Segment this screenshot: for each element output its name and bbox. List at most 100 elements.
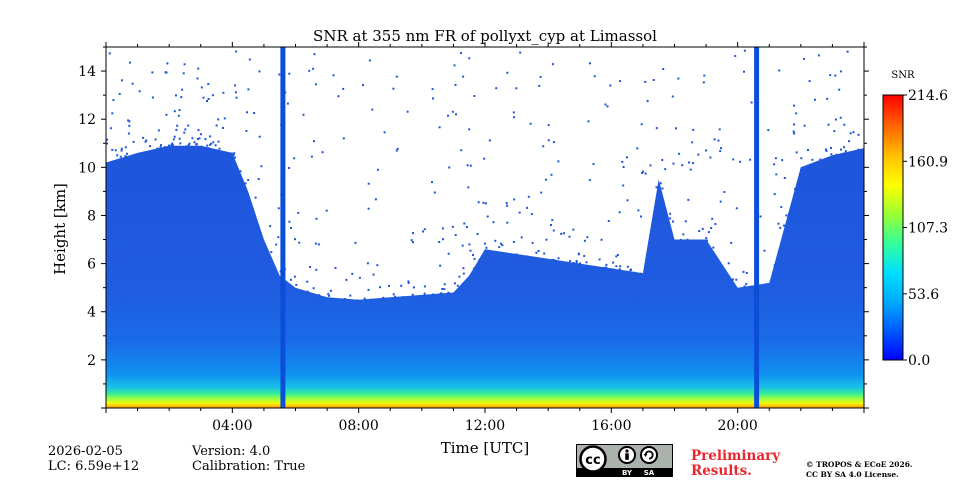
noise-pixel <box>180 96 183 99</box>
noise-pixel <box>838 154 840 156</box>
noise-pixel <box>552 258 555 261</box>
noise-pixel <box>463 222 466 225</box>
noise-pixel <box>183 63 186 66</box>
noise-pixel <box>114 149 117 152</box>
noise-pixel <box>485 246 488 249</box>
colorbar-tick-label: 214.6 <box>908 88 948 104</box>
noise-pixel <box>637 209 640 212</box>
noise-pixel <box>164 71 167 74</box>
noise-pixel <box>824 148 827 151</box>
noise-pixel <box>542 145 545 148</box>
noise-pixel <box>151 71 154 74</box>
noise-pixel <box>349 294 352 297</box>
noise-pixel <box>473 267 476 270</box>
noise-pixel <box>512 111 515 114</box>
noise-pixel <box>773 163 776 166</box>
noise-pixel <box>222 127 224 129</box>
noise-pixel <box>732 158 735 161</box>
noise-pixel <box>773 193 776 196</box>
noise-pixel <box>807 149 809 151</box>
noise-pixel <box>743 49 746 52</box>
noise-pixel <box>814 98 816 101</box>
noise-pixel <box>642 170 644 173</box>
noise-pixel <box>275 243 278 246</box>
noise-pixel <box>112 99 115 102</box>
noise-pixel <box>732 278 734 281</box>
noise-pixel <box>839 70 842 73</box>
noise-pixel <box>247 178 250 181</box>
noise-pixel <box>707 231 710 234</box>
noise-pixel <box>819 158 822 161</box>
noise-pixel <box>406 110 409 113</box>
noise-pixel <box>646 100 649 103</box>
noise-pixel <box>636 147 639 150</box>
noise-pixel <box>144 140 147 143</box>
noise-pixel <box>513 198 516 201</box>
noise-pixel <box>337 95 340 98</box>
outage-stripe <box>754 47 760 408</box>
noise-pixel <box>498 246 501 249</box>
noise-pixel <box>395 149 398 152</box>
noise-pixel <box>367 288 370 291</box>
noise-pixel <box>811 158 814 161</box>
noise-pixel <box>577 252 580 255</box>
noise-pixel <box>188 142 191 145</box>
noise-pixel <box>356 299 359 302</box>
noise-pixel <box>159 146 162 149</box>
noise-pixel <box>363 297 366 300</box>
noise-pixel <box>711 217 714 220</box>
noise-pixel <box>247 88 250 91</box>
noise-pixel <box>605 263 608 266</box>
noise-pixel <box>451 225 454 228</box>
noise-pixel <box>557 257 560 260</box>
noise-pixel <box>187 144 190 146</box>
noise-pixel <box>244 182 247 185</box>
noise-pixel <box>297 211 300 214</box>
noise-pixel <box>367 182 370 185</box>
noise-pixel <box>469 249 472 252</box>
noise-pixel <box>453 282 456 285</box>
noise-pixel <box>835 153 838 156</box>
cc-icon <box>579 445 607 473</box>
noise-pixel <box>625 156 628 159</box>
noise-pixel <box>200 86 203 89</box>
y-tick-label: 6 <box>87 257 96 273</box>
noise-pixel <box>312 67 315 70</box>
noise-pixel <box>202 96 205 99</box>
x-tick-label: 20:00 <box>717 418 757 434</box>
noise-pixel <box>780 206 783 209</box>
noise-pixel <box>257 178 260 180</box>
noise-pixel <box>697 153 700 156</box>
noise-pixel <box>173 110 176 113</box>
noise-pixel <box>720 147 722 150</box>
noise-pixel <box>407 280 410 283</box>
noise-pixel <box>612 261 615 264</box>
noise-pixel <box>619 265 622 268</box>
noise-pixel <box>235 96 238 99</box>
noise-pixel <box>830 153 833 156</box>
noise-pixel <box>295 283 298 286</box>
noise-pixel <box>181 88 184 91</box>
noise-pixel <box>593 75 596 78</box>
noise-pixel <box>550 173 553 176</box>
noise-pixel <box>246 111 248 114</box>
noise-pixel <box>235 50 238 53</box>
noise-pixel <box>132 140 135 143</box>
noise-pixel <box>317 243 320 246</box>
noise-pixel <box>688 161 690 164</box>
noise-pixel <box>569 260 572 262</box>
noise-pixel <box>294 238 296 241</box>
noise-pixel <box>499 242 502 245</box>
noise-pixel <box>278 73 281 76</box>
noise-pixel <box>774 157 777 160</box>
noise-pixel <box>187 124 190 127</box>
noise-pixel <box>441 227 444 230</box>
noise-pixel <box>605 266 608 269</box>
noise-pixel <box>539 75 542 78</box>
noise-pixel <box>622 184 625 187</box>
noise-pixel <box>312 287 315 290</box>
noise-pixel <box>543 252 546 255</box>
noise-pixel <box>116 159 119 162</box>
noise-pixel <box>396 147 399 150</box>
chart-title: SNR at 355 nm FR of pollyxt_cyp at Limas… <box>313 27 657 45</box>
